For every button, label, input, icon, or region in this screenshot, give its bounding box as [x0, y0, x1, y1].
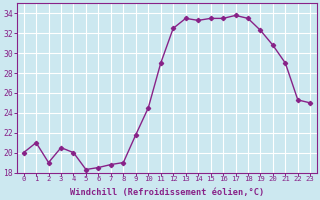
X-axis label: Windchill (Refroidissement éolien,°C): Windchill (Refroidissement éolien,°C): [70, 188, 264, 197]
